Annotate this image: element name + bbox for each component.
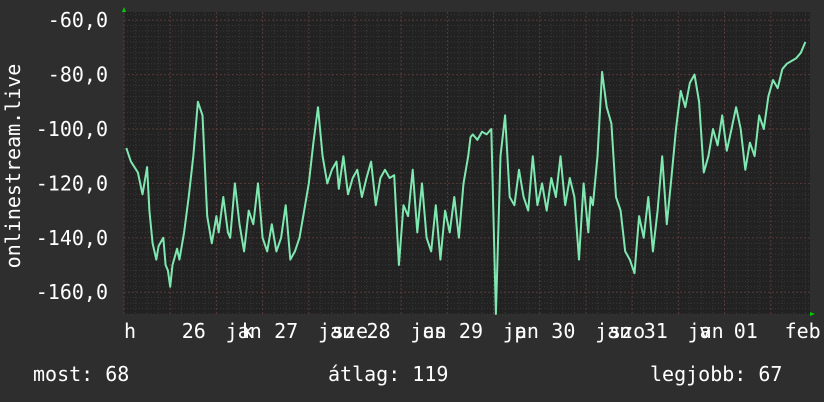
y-tick-label: -120,0 — [36, 171, 108, 195]
x-tick-label: 26 — [182, 319, 206, 343]
best-value: legjobb: 67 — [650, 362, 783, 386]
x-tick-label: k — [242, 319, 254, 343]
x-tick-label: h — [124, 319, 136, 343]
x-tick-label: 01 — [734, 319, 758, 343]
y-tick-label: -160,0 — [36, 280, 108, 304]
x-tick-label: jan — [503, 319, 539, 343]
line-chart: -60,0 -80,0 -100,0 -120,0 -140,0 -160,0 h 26 ja… — [1, 7, 824, 343]
x-tick-label: 29 — [459, 319, 483, 343]
x-tick-label: cs — [422, 319, 446, 343]
average-value: átlag: 119 — [328, 362, 449, 386]
x-tick-label: 27 — [274, 319, 298, 343]
y-axis-ticks: -60,0 -80,0 -100,0 -120,0 -140,0 -160,0 — [36, 8, 108, 304]
x-tick-label: jan — [595, 319, 631, 343]
x-tick-label: jan — [410, 319, 446, 343]
x-tick-label: 28 — [367, 319, 391, 343]
x-tick-label: szo — [609, 319, 645, 343]
current-value: most: 68 — [33, 362, 130, 386]
y-axis-arrow — [122, 7, 126, 12]
x-tick-label: 30 — [551, 319, 575, 343]
x-tick-label: p — [514, 319, 526, 343]
y-tick-label: -140,0 — [36, 226, 108, 250]
x-tick-label: jan — [318, 319, 354, 343]
series-line-0 — [125, 41, 807, 315]
y-tick-label: -60,0 — [48, 8, 108, 32]
x-tick-label: jan — [226, 319, 262, 343]
x-axis-arrow — [810, 312, 815, 316]
series-group — [125, 41, 807, 315]
x-tick-label: febr — [785, 319, 824, 343]
y-axis-label: onlinestream.live — [1, 64, 25, 269]
y-tick-label: -80,0 — [48, 63, 108, 87]
x-tick-label: jan — [688, 319, 724, 343]
x-tick-label: v — [699, 319, 711, 343]
x-tick-label: sze — [332, 319, 368, 343]
y-tick-label: -100,0 — [36, 117, 108, 141]
x-tick-label: 31 — [644, 319, 668, 343]
